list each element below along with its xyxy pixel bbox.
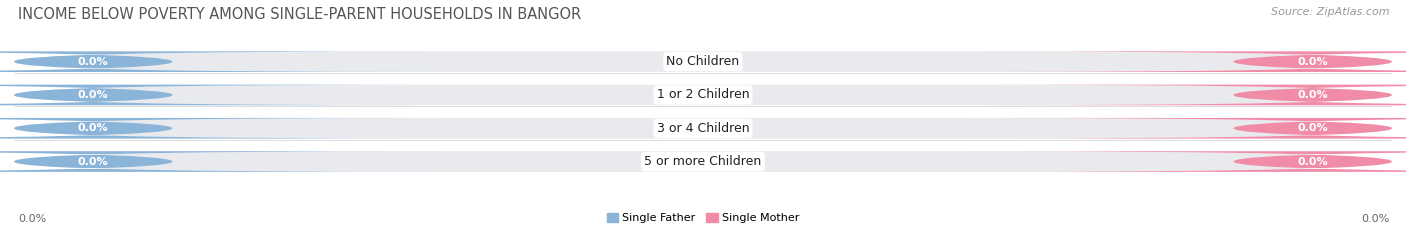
- Text: 0.0%: 0.0%: [77, 90, 108, 100]
- Text: 0.0%: 0.0%: [77, 123, 108, 133]
- FancyBboxPatch shape: [965, 51, 1406, 72]
- Text: Source: ZipAtlas.com: Source: ZipAtlas.com: [1271, 7, 1389, 17]
- Text: No Children: No Children: [666, 55, 740, 68]
- Text: 1 or 2 Children: 1 or 2 Children: [657, 89, 749, 101]
- FancyBboxPatch shape: [965, 151, 1406, 172]
- Legend: Single Father, Single Mother: Single Father, Single Mother: [602, 208, 804, 227]
- FancyBboxPatch shape: [965, 118, 1406, 139]
- Text: 0.0%: 0.0%: [1361, 214, 1389, 224]
- Text: INCOME BELOW POVERTY AMONG SINGLE-PARENT HOUSEHOLDS IN BANGOR: INCOME BELOW POVERTY AMONG SINGLE-PARENT…: [18, 7, 582, 22]
- FancyBboxPatch shape: [0, 85, 441, 105]
- Text: 3 or 4 Children: 3 or 4 Children: [657, 122, 749, 135]
- FancyBboxPatch shape: [14, 118, 1392, 139]
- Text: 5 or more Children: 5 or more Children: [644, 155, 762, 168]
- FancyBboxPatch shape: [0, 118, 441, 139]
- FancyBboxPatch shape: [0, 51, 441, 72]
- Text: 0.0%: 0.0%: [1298, 157, 1329, 167]
- FancyBboxPatch shape: [14, 151, 1392, 172]
- Text: 0.0%: 0.0%: [77, 57, 108, 67]
- Text: 0.0%: 0.0%: [18, 214, 46, 224]
- Text: 0.0%: 0.0%: [1298, 123, 1329, 133]
- Text: 0.0%: 0.0%: [1298, 57, 1329, 67]
- Text: 0.0%: 0.0%: [77, 157, 108, 167]
- FancyBboxPatch shape: [14, 51, 1392, 72]
- FancyBboxPatch shape: [965, 85, 1406, 105]
- FancyBboxPatch shape: [0, 151, 441, 172]
- FancyBboxPatch shape: [14, 85, 1392, 105]
- Text: 0.0%: 0.0%: [1298, 90, 1329, 100]
